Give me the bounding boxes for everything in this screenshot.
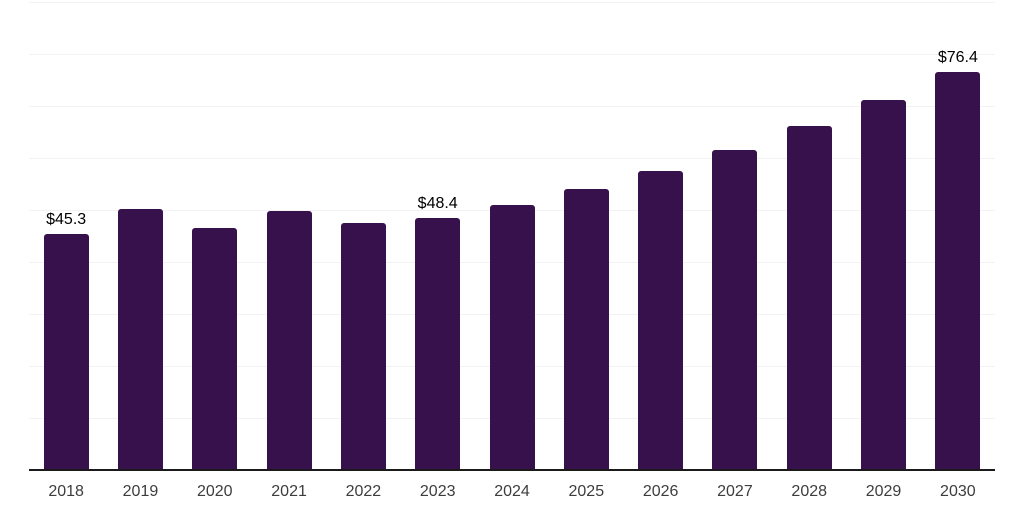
bar-2019 [117,208,163,470]
bar-2030 [935,72,981,470]
bar-2026 [638,171,684,470]
gridline-60 [29,157,995,159]
bar-2028 [786,125,832,470]
x-tick-label-2023: 2023 [419,483,456,500]
gridline-70 [29,105,995,107]
value-label-2030: $76.4 [937,49,978,67]
gridline-90 [29,1,995,3]
x-tick-label-2028: 2028 [791,483,828,500]
value-label-2018: $45.3 [46,211,87,229]
x-tick-label-2027: 2027 [717,483,753,500]
x-tick-label-2026: 2026 [642,483,679,500]
x-tick-label-2022: 2022 [345,483,382,500]
bar-2022 [340,223,386,470]
bar-2021 [266,210,312,470]
bar-2027 [712,149,758,470]
plot-area: $45.3 $48.4 $76.4 [29,0,995,471]
x-tick-label-2030: 2030 [940,483,976,500]
bar-2029 [861,99,907,470]
x-tick-label-2025: 2025 [568,483,605,500]
x-tick-label-2020: 2020 [196,483,233,500]
x-tick-label-2019: 2019 [122,483,159,500]
gridline-80 [29,53,995,55]
x-tick-label-2018: 2018 [48,483,84,500]
bar-2025 [563,189,609,470]
bar-2023 [415,218,461,470]
bar-2020 [192,227,238,470]
x-axis-line [29,469,995,471]
x-tick-label-2029: 2029 [865,483,902,500]
bar-2024 [489,205,535,470]
x-tick-label-2024: 2024 [494,483,530,500]
value-label-2023: $48.4 [417,195,458,213]
x-tick-label-2021: 2021 [271,483,307,500]
bar-2018 [43,234,89,470]
